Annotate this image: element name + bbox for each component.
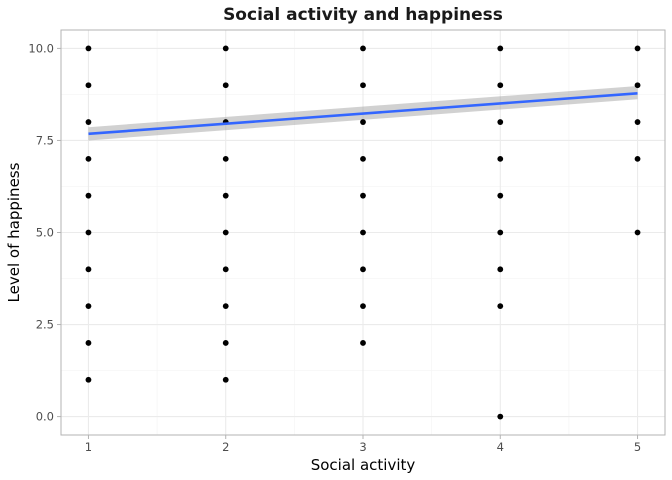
data-point [634, 119, 641, 125]
data-point [360, 82, 366, 89]
data-point [222, 229, 229, 236]
data-point [634, 82, 641, 89]
y-tick-label: 10.0 [28, 41, 54, 55]
data-point [497, 45, 504, 52]
data-point [85, 119, 92, 125]
y-tick-label: 5.0 [36, 226, 54, 240]
x-axis: 1 2 3 4 5 [85, 435, 641, 454]
x-tick-label: 5 [634, 440, 641, 454]
data-point [360, 229, 366, 236]
data-point [85, 303, 92, 310]
chart-title: Social activity and happiness [223, 5, 503, 25]
x-tick-label: 2 [222, 440, 229, 454]
data-point [222, 266, 229, 273]
data-point [85, 340, 92, 346]
data-point [360, 192, 366, 199]
data-point [222, 376, 229, 383]
data-point [222, 155, 229, 162]
x-axis-title: Social activity [311, 456, 416, 474]
trend-line-layer [88, 92, 638, 136]
data-point [634, 155, 641, 162]
data-point [222, 192, 229, 199]
data-point [497, 119, 504, 125]
data-point [497, 266, 504, 273]
data-point [360, 266, 366, 273]
y-tick-label: 7.5 [36, 133, 54, 147]
data-point [634, 229, 641, 236]
data-point [497, 192, 504, 199]
data-point [360, 119, 366, 125]
data-point [222, 340, 229, 346]
x-tick-label: 3 [359, 440, 366, 454]
data-point [497, 229, 504, 236]
data-point [497, 155, 504, 162]
y-tick-label: 2.5 [36, 318, 54, 332]
data-point [85, 45, 92, 52]
data-point [360, 155, 366, 162]
data-point [85, 192, 92, 199]
data-point [85, 155, 92, 162]
y-axis: 0.0 2.5 5.0 7.5 10.0 [28, 41, 61, 424]
data-point [497, 413, 504, 420]
data-point [360, 340, 366, 346]
data-point [85, 376, 92, 383]
data-point [85, 82, 92, 89]
trend-line [88, 92, 638, 136]
data-point [85, 266, 92, 273]
points-layer [85, 45, 641, 420]
x-tick-label: 1 [85, 440, 92, 454]
y-axis-title: Level of happiness [5, 162, 23, 302]
data-point [222, 45, 229, 52]
y-tick-label: 0.0 [36, 410, 54, 424]
data-point [634, 45, 641, 52]
data-point [85, 229, 92, 236]
data-point [497, 303, 504, 310]
data-point [360, 303, 366, 310]
data-point [222, 82, 229, 89]
data-point [222, 303, 229, 310]
data-point [497, 82, 504, 89]
data-point [360, 45, 366, 52]
x-tick-label: 4 [497, 440, 504, 454]
